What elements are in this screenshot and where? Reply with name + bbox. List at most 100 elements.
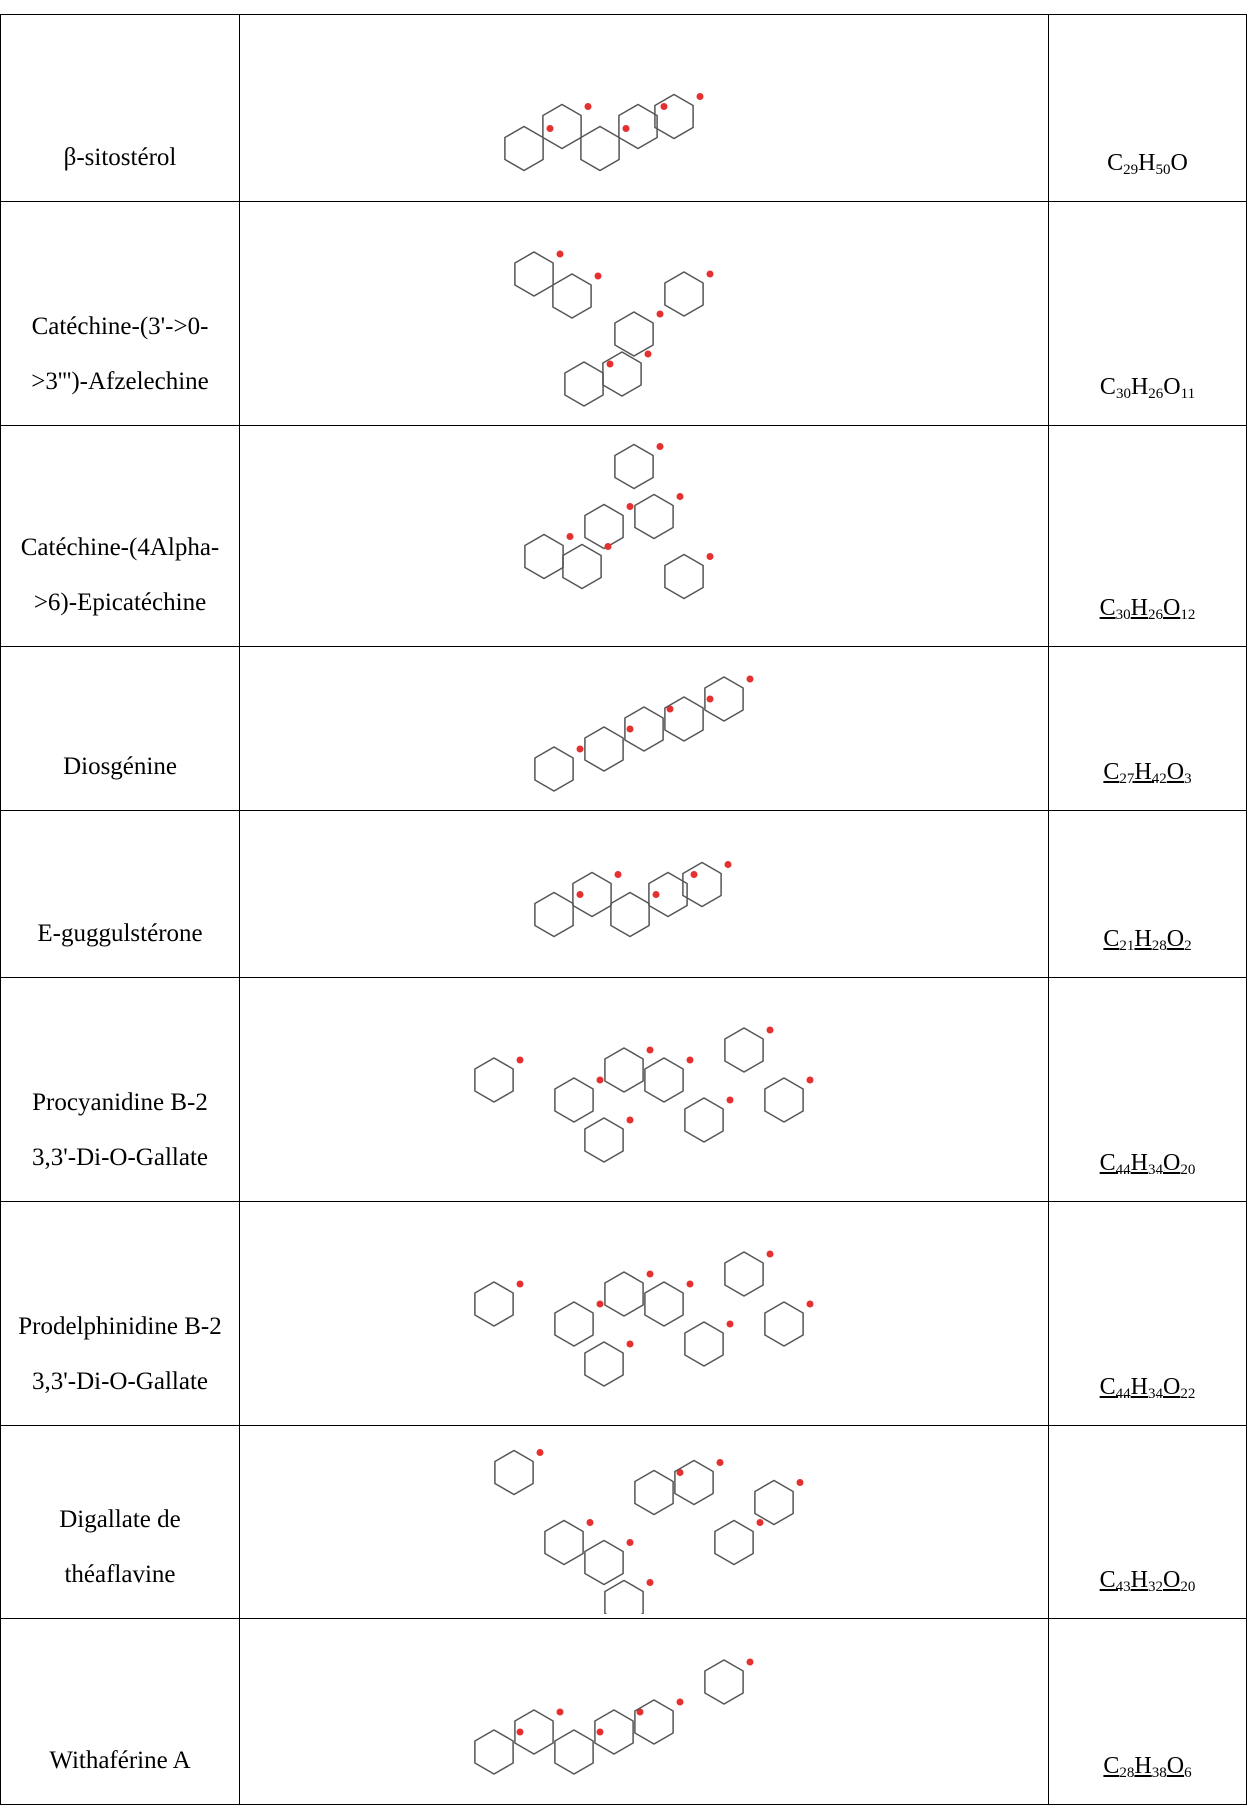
ring [635,494,673,538]
ring [581,126,619,170]
oxygen [657,443,664,450]
structure-cell [240,15,1049,202]
ring [505,126,543,170]
oxygen [627,503,634,510]
subscript: 32 [1148,1579,1163,1595]
oxygen [517,1728,524,1735]
formula-text: C29H50O [1107,150,1188,176]
ring [553,274,591,318]
formula-text: C43H32O20 [1100,1567,1196,1593]
compound-name: Withaférine A [1,1619,240,1805]
molecular-formula: C28H38O6 [1049,1619,1247,1805]
element-symbol: C [1100,1374,1116,1400]
chemical-structure [434,1624,854,1800]
table-row: Prodelphinidine B-2 3,3'-Di-O-GallateC44… [1,1202,1247,1426]
oxygen [747,675,754,682]
subscript: 34 [1148,1162,1163,1178]
table-row: Procyanidine B-2 3,3'-Di-O-Gallate C44H34… [1,978,1247,1202]
subscript: 50 [1156,162,1171,178]
compound-name: E-guggulstérone [1,811,240,978]
subscript: 20 [1180,1579,1195,1595]
structure-cell [240,202,1049,426]
subscript: 21 [1119,938,1134,954]
ring [765,1302,803,1346]
ring [615,312,653,356]
subscript: 26 [1148,607,1163,623]
ring [615,444,653,488]
ring [585,727,623,771]
molecular-formula: C44H34O22 [1049,1202,1247,1426]
element-symbol: H [1134,1753,1151,1779]
oxygen [653,891,660,898]
oxygen [691,871,698,878]
chemical-structure [434,983,854,1197]
element-symbol: C [1100,1150,1116,1176]
subscript: 30 [1116,386,1131,402]
chemical-structure [434,20,854,197]
ring [715,1520,753,1564]
oxygen [577,891,584,898]
chemical-structure [434,652,854,806]
ring [563,544,601,588]
subscript: 43 [1116,1579,1131,1595]
element-symbol: C [1103,759,1119,785]
ring [685,1098,723,1142]
element-symbol: O [1163,1150,1180,1176]
molecular-formula: C27H42O3 [1049,647,1247,811]
structure-cell [240,647,1049,811]
oxygen [623,125,630,132]
document: β-sitostérolC29H50OCatéchine-(3'->0->3''… [0,0,1247,1805]
subscript: 3 [1184,771,1192,787]
ring [585,1540,623,1584]
ring [605,1048,643,1092]
element-symbol: O [1171,150,1188,176]
oxygen [687,1280,694,1287]
ring [705,1660,743,1704]
subscript: 28 [1152,938,1167,954]
ring [683,862,721,906]
ring [495,1450,533,1494]
element-symbol: C [1107,150,1123,176]
subscript: 22 [1180,1386,1195,1402]
formula-text: C27H42O3 [1103,759,1191,785]
ring [535,892,573,936]
element-symbol: O [1163,1374,1180,1400]
element-symbol: H [1131,1567,1148,1593]
oxygen [647,1579,654,1586]
ring [585,1342,623,1386]
ring [475,1058,513,1102]
element-symbol: C [1103,1753,1119,1779]
element-symbol: C [1100,595,1116,621]
subscript: 42 [1152,771,1167,787]
compound-name: Procyanidine B-2 3,3'-Di-O-Gallate [1,978,240,1202]
ring [725,1252,763,1296]
element-symbol: O [1167,1753,1184,1779]
oxygen [767,1026,774,1033]
chemical-structure [434,816,854,973]
ring [585,1118,623,1162]
compound-name: Catéchine-(4Alpha->6)-Epicatéchine [1,426,240,647]
oxygen [597,1728,604,1735]
oxygen [597,1076,604,1083]
subscript: 44 [1116,1162,1131,1178]
ring [765,1078,803,1122]
chemical-structure [434,431,854,642]
oxygen [567,533,574,540]
ring [645,1058,683,1102]
ring [585,504,623,548]
element-symbol: O [1163,1567,1180,1593]
element-symbol: H [1131,1150,1148,1176]
oxygen [577,745,584,752]
ring [475,1730,513,1774]
oxygen [605,543,612,550]
subscript: 6 [1184,1765,1192,1781]
oxygen [697,93,704,100]
oxygen [687,1056,694,1063]
oxygen [807,1076,814,1083]
structure-cell [240,811,1049,978]
oxygen [627,1116,634,1123]
element-symbol: H [1131,1374,1148,1400]
oxygen [647,1046,654,1053]
